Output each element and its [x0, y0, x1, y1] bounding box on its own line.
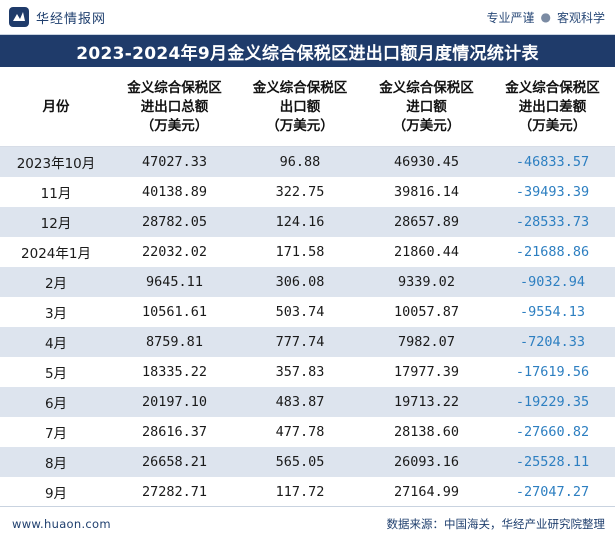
footer: www.huaon.com 数据来源：中国海关，华经产业研究院整理	[0, 506, 615, 540]
cell-export: 117.72	[237, 477, 363, 507]
cell-balance: -46833.57	[490, 146, 615, 177]
cell-balance: -27047.27	[490, 477, 615, 507]
cell-total: 18335.22	[112, 357, 237, 387]
data-source-note: 数据来源：中国海关，华经产业研究院整理	[386, 516, 606, 531]
table-row: 3月 10561.61 503.74 10057.87 -9554.13	[0, 297, 615, 327]
cell-total: 28782.05	[112, 207, 237, 237]
cell-balance: -17619.56	[490, 357, 615, 387]
cell-month: 11月	[0, 177, 112, 207]
cell-balance: -39493.39	[490, 177, 615, 207]
cell-export: 322.75	[237, 177, 363, 207]
cell-total: 40138.89	[112, 177, 237, 207]
cell-import: 9339.02	[363, 267, 490, 297]
column-header-import: 金义综合保税区 进口额 （万美元）	[363, 68, 490, 147]
cell-import: 39816.14	[363, 177, 490, 207]
table-row: 12月 28782.05 124.16 28657.89 -28533.73	[0, 207, 615, 237]
cell-export: 565.05	[237, 447, 363, 477]
cell-export: 357.83	[237, 357, 363, 387]
cell-month: 7月	[0, 417, 112, 447]
data-table: 月份 金义综合保税区 进出口总额 （万美元） 金义综合保税区 出口额 （万美元）…	[0, 68, 615, 507]
column-header-month: 月份	[0, 68, 112, 147]
cell-export: 477.78	[237, 417, 363, 447]
cell-month: 2月	[0, 267, 112, 297]
cell-total: 22032.02	[112, 237, 237, 267]
cell-balance: -7204.33	[490, 327, 615, 357]
cell-export: 503.74	[237, 297, 363, 327]
cell-balance: -21688.86	[490, 237, 615, 267]
table-row: 6月 20197.10 483.87 19713.22 -19229.35	[0, 387, 615, 417]
slogan-left: 专业严谨	[486, 10, 535, 25]
cell-month: 2023年10月	[0, 146, 112, 177]
cell-month: 3月	[0, 297, 112, 327]
slogan-right: 客观科学	[556, 10, 605, 25]
table-row: 8月 26658.21 565.05 26093.16 -25528.11	[0, 447, 615, 477]
cell-month: 4月	[0, 327, 112, 357]
cell-month: 9月	[0, 477, 112, 507]
cell-import: 28138.60	[363, 417, 490, 447]
table-title: 2023-2024年9月金义综合保税区进出口额月度情况统计表	[0, 35, 615, 67]
cell-export: 124.16	[237, 207, 363, 237]
header-row: 月份 金义综合保税区 进出口总额 （万美元） 金义综合保税区 出口额 （万美元）…	[0, 68, 615, 147]
cell-month: 6月	[0, 387, 112, 417]
cell-total: 8759.81	[112, 327, 237, 357]
table-row: 5月 18335.22 357.83 17977.39 -17619.56	[0, 357, 615, 387]
table-row: 2024年1月 22032.02 171.58 21860.44 -21688.…	[0, 237, 615, 267]
cell-balance: -9032.94	[490, 267, 615, 297]
cell-balance: -25528.11	[490, 447, 615, 477]
cell-export: 777.74	[237, 327, 363, 357]
cell-balance: -9554.13	[490, 297, 615, 327]
cell-balance: -28533.73	[490, 207, 615, 237]
cell-total: 28616.37	[112, 417, 237, 447]
table-row: 4月 8759.81 777.74 7982.07 -7204.33	[0, 327, 615, 357]
slogan-separator: ●	[540, 10, 551, 24]
site-url-link[interactable]: www.huaon.com	[12, 516, 111, 531]
cell-import: 27164.99	[363, 477, 490, 507]
cell-import: 19713.22	[363, 387, 490, 417]
brand[interactable]: 华经情报网	[8, 6, 106, 28]
cell-import: 28657.89	[363, 207, 490, 237]
cell-export: 96.88	[237, 146, 363, 177]
cell-month: 2024年1月	[0, 237, 112, 267]
cell-month: 12月	[0, 207, 112, 237]
cell-balance: -19229.35	[490, 387, 615, 417]
cell-export: 306.08	[237, 267, 363, 297]
column-header-balance: 金义综合保税区 进出口差额 （万美元）	[490, 68, 615, 147]
cell-total: 27282.71	[112, 477, 237, 507]
cell-import: 21860.44	[363, 237, 490, 267]
brand-name: 华经情报网	[36, 11, 107, 27]
cell-total: 10561.61	[112, 297, 237, 327]
column-header-export: 金义综合保税区 出口额 （万美元）	[237, 68, 363, 147]
cell-import: 7982.07	[363, 327, 490, 357]
slogan: 专业严谨 ● 客观科学	[486, 9, 605, 26]
cell-total: 47027.33	[112, 146, 237, 177]
huajing-logo-icon	[9, 7, 29, 27]
top-bar: 华经情报网 专业严谨 ● 客观科学	[0, 0, 615, 35]
cell-total: 26658.21	[112, 447, 237, 477]
table-row: 9月 27282.71 117.72 27164.99 -27047.27	[0, 477, 615, 507]
cell-month: 5月	[0, 357, 112, 387]
table-row: 7月 28616.37 477.78 28138.60 -27660.82	[0, 417, 615, 447]
table-row: 2023年10月 47027.33 96.88 46930.45 -46833.…	[0, 146, 615, 177]
cell-import: 17977.39	[363, 357, 490, 387]
cell-import: 10057.87	[363, 297, 490, 327]
cell-total: 20197.10	[112, 387, 237, 417]
column-header-total: 金义综合保税区 进出口总额 （万美元）	[112, 68, 237, 147]
cell-balance: -27660.82	[490, 417, 615, 447]
cell-month: 8月	[0, 447, 112, 477]
cell-export: 483.87	[237, 387, 363, 417]
cell-import: 26093.16	[363, 447, 490, 477]
cell-export: 171.58	[237, 237, 363, 267]
table-row: 11月 40138.89 322.75 39816.14 -39493.39	[0, 177, 615, 207]
cell-total: 9645.11	[112, 267, 237, 297]
cell-import: 46930.45	[363, 146, 490, 177]
table-row: 2月 9645.11 306.08 9339.02 -9032.94	[0, 267, 615, 297]
